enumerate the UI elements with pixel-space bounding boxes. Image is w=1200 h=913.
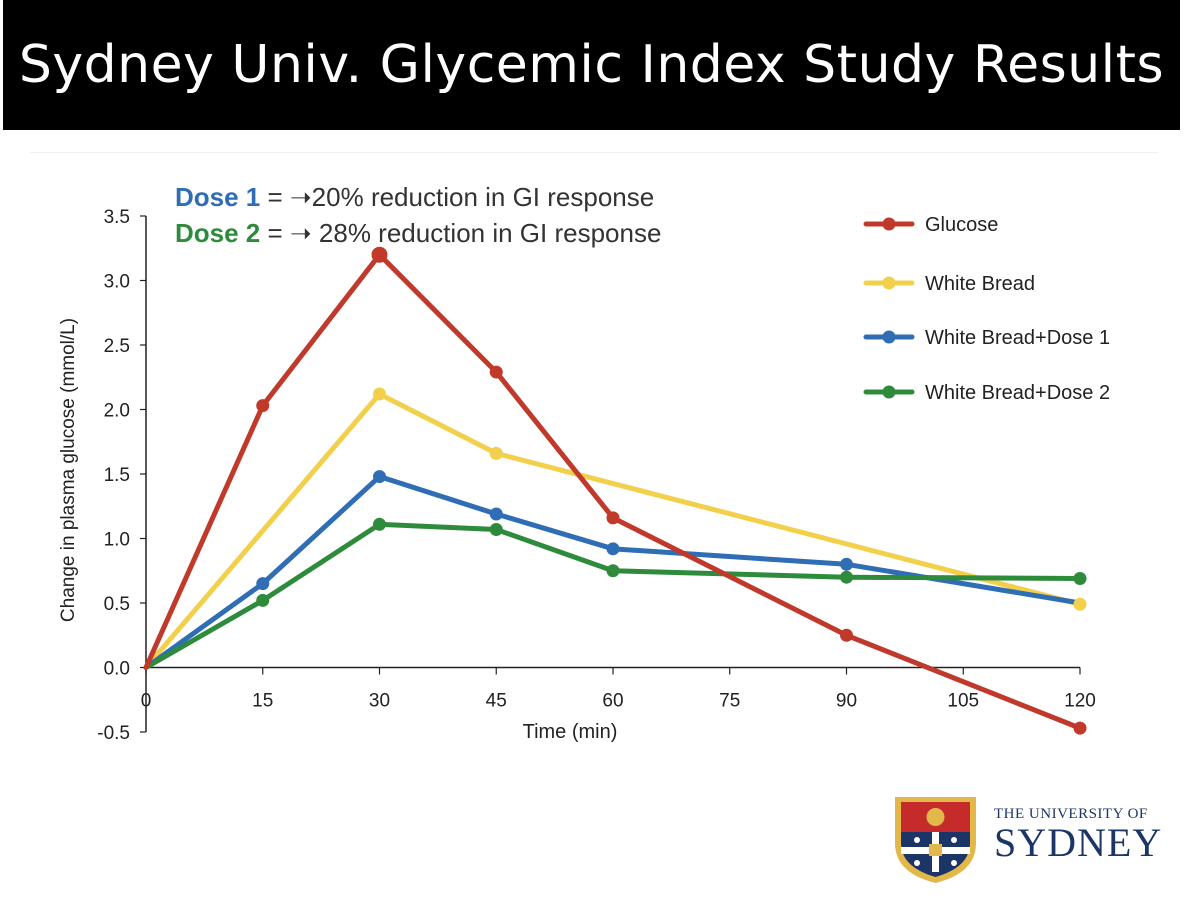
data-point: [256, 593, 270, 607]
data-point: [840, 628, 853, 642]
y-tick-label: 3.0: [104, 272, 130, 293]
chart-panel: [30, 152, 1158, 786]
x-tick-label: 45: [486, 691, 507, 712]
dose-2-label: Dose 2: [175, 218, 261, 248]
crest-star-icon: [951, 860, 957, 866]
data-point: [371, 246, 388, 263]
y-tick-label: 1.0: [104, 530, 130, 551]
data-point: [373, 387, 386, 401]
x-tick-label: 105: [947, 691, 979, 712]
legend-marker: [882, 385, 896, 399]
x-tick-label: 120: [1064, 691, 1096, 712]
legend-marker: [882, 330, 896, 344]
dose-2-text: = ➝ 28% reduction in GI response: [260, 218, 662, 248]
x-tick-label: 15: [252, 691, 273, 712]
data-point: [840, 557, 853, 571]
legend-label: White Bread+Dose 2: [925, 382, 1110, 404]
legend-item: Glucose: [863, 214, 998, 236]
university-wordmark: THE UNIVERSITY OF SYDNEY: [994, 806, 1162, 863]
legend-item: White Bread+Dose 2: [863, 382, 1110, 404]
legend-marker: [882, 276, 896, 290]
x-tick-label: 60: [602, 691, 623, 712]
x-axis-label: Time (min): [523, 721, 618, 743]
y-tick-label: 0.5: [104, 594, 130, 615]
title-bar: Sydney Univ. Glycemic Index Study Result…: [3, 0, 1180, 130]
y-tick-label: 1.5: [104, 465, 130, 486]
y-tick-label: 2.5: [104, 336, 130, 357]
crest-star-icon: [951, 837, 957, 843]
crest-lion-icon: [926, 808, 945, 826]
series-line: [143, 252, 1083, 731]
legend-item: White Bread: [863, 273, 1035, 295]
x-tick-label: 75: [719, 691, 740, 712]
university-crest-logo: [895, 797, 976, 883]
data-point: [373, 470, 386, 484]
data-point: [606, 511, 620, 525]
crest-star-icon: [914, 860, 920, 866]
data-point: [256, 399, 270, 413]
crest-star-icon: [914, 837, 920, 843]
dose-1-text: = ➝20% reduction in GI response: [260, 182, 655, 212]
x-tick-label: 90: [836, 691, 857, 712]
crest-book-icon: [929, 844, 942, 856]
x-tick-label: 30: [369, 691, 390, 712]
y-tick-label: 3.5: [104, 207, 130, 228]
legend-item: White Bread+Dose 1: [863, 327, 1110, 349]
y-axis-label: Change in plasma glucose (mmol/L): [58, 318, 79, 622]
legend-label: Glucose: [925, 214, 998, 236]
legend-label: White Bread+Dose 1: [925, 327, 1110, 349]
data-point: [489, 365, 503, 379]
data-point: [489, 522, 503, 536]
legend-marker: [882, 217, 896, 231]
y-tick-label: -0.5: [97, 723, 130, 744]
y-tick-label: 0.0: [104, 659, 130, 680]
data-point: [1073, 597, 1087, 611]
series-line: [143, 391, 1083, 670]
data-point: [840, 570, 853, 584]
data-point: [606, 564, 620, 578]
y-tick-label: 2.0: [104, 401, 130, 422]
wordmark-line-2: SYDNEY: [994, 820, 1163, 865]
data-point: [1073, 721, 1087, 735]
data-point: [1073, 571, 1087, 585]
slide-title: Sydney Univ. Glycemic Index Study Result…: [18, 35, 1165, 95]
dose-2-note: Dose 2 = ➝ 28% reduction in GI response: [175, 218, 661, 249]
data-point: [489, 507, 503, 521]
legend-label: White Bread: [925, 273, 1035, 295]
data-point: [373, 517, 386, 531]
data-point: [606, 542, 620, 556]
dose-1-note: Dose 1 = ➝20% reduction in GI response: [175, 182, 654, 213]
data-point: [256, 577, 270, 591]
data-point: [489, 446, 503, 460]
x-tick-label: 0: [141, 691, 152, 712]
dose-1-label: Dose 1: [175, 182, 261, 212]
wordmark-line-1: THE UNIVERSITY OF: [994, 806, 1148, 822]
